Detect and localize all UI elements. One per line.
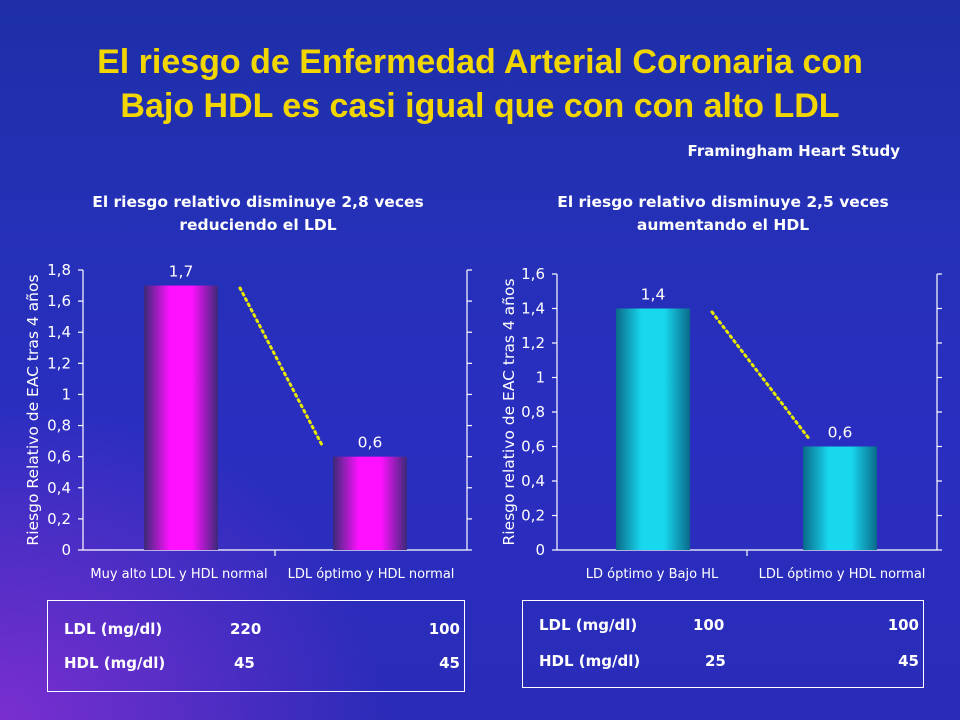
y-tick-label: 0,4 — [47, 479, 71, 497]
trend-line — [710, 310, 812, 442]
y-tick-label: 1,2 — [521, 334, 545, 352]
lipid-table-right: LDL (mg/dl) 100 100 HDL (mg/dl) 25 45 — [522, 600, 924, 688]
category-label: LDL óptimo y HDL normal — [288, 567, 455, 582]
y-tick-label: 1,8 — [47, 261, 71, 279]
y-tick-label: 0,6 — [47, 448, 71, 466]
y-tick-label: 1,4 — [521, 300, 545, 318]
y-tick-label: 1 — [61, 385, 71, 403]
bar — [616, 308, 690, 550]
chart-2-subtitle-line-2: aumentando el HDL — [636, 216, 810, 234]
y-tick-label: 0 — [61, 541, 71, 559]
y-tick-label: 0 — [535, 541, 545, 559]
title-line-1: El riesgo de Enfermedad Arterial Coronar… — [97, 43, 863, 81]
y-tick-label: 1,2 — [47, 354, 71, 372]
bar — [333, 456, 407, 550]
y-tick-label: 1,6 — [47, 292, 71, 310]
cell-value: 100 — [887, 616, 919, 634]
y-tick-label: 0,2 — [521, 507, 545, 525]
category-label: LD óptimo y Bajo HL — [586, 567, 719, 582]
bar — [803, 446, 877, 550]
y-tick-label: 0,4 — [521, 472, 545, 490]
y-tick-label: 1,4 — [47, 323, 71, 341]
bar — [144, 285, 218, 550]
chart-1-subtitle: El riesgo relativo disminuye 2,8 veces r… — [40, 191, 476, 237]
row-label: HDL (mg/dl) — [64, 654, 166, 672]
source-label: Framingham Heart Study — [687, 142, 900, 160]
category-label: Muy alto LDL y HDL normal — [90, 567, 267, 582]
row-label: LDL (mg/dl) — [64, 620, 163, 638]
data-label: 1,4 — [641, 286, 666, 304]
title-line-2: Bajo HDL es casi igual que con con alto … — [120, 87, 840, 125]
data-label: 0,6 — [358, 434, 383, 452]
category-label: LDL óptimo y HDL normal — [759, 567, 926, 582]
lipid-table-left: LDL (mg/dl) 220 100 HDL (mg/dl) 45 45 — [47, 600, 465, 692]
row-label: LDL (mg/dl) — [539, 616, 638, 634]
trend-line — [238, 286, 325, 449]
cell-value: 220 — [230, 620, 262, 638]
y-axis-label: Riesgo relativo de EAC tras 4 años — [500, 278, 518, 545]
chart-1-subtitle-line-1: El riesgo relativo disminuye 2,8 veces — [92, 193, 424, 211]
y-tick-label: 0,8 — [521, 403, 545, 421]
cell-value: 45 — [439, 654, 460, 672]
y-tick-label: 1 — [535, 369, 545, 387]
y-tick-label: 0,6 — [521, 438, 545, 456]
row-label: HDL (mg/dl) — [539, 652, 641, 670]
cell-value: 25 — [705, 652, 726, 670]
cell-value: 45 — [898, 652, 919, 670]
chart-2-subtitle-line-1: El riesgo relativo disminuye 2,5 veces — [557, 193, 889, 211]
y-tick-label: 0,2 — [47, 510, 71, 528]
cell-value: 100 — [693, 616, 725, 634]
y-tick-label: 0,8 — [47, 417, 71, 435]
cell-value: 45 — [234, 654, 255, 672]
chart-2-subtitle: El riesgo relativo disminuye 2,5 veces a… — [508, 191, 938, 237]
data-label: 0,6 — [828, 424, 853, 442]
y-tick-label: 1,6 — [521, 265, 545, 283]
chart-1-subtitle-line-2: reduciendo el LDL — [179, 216, 337, 234]
cell-value: 100 — [428, 620, 460, 638]
slide-title: El riesgo de Enfermedad Arterial Coronar… — [0, 40, 960, 128]
y-axis-label: Riesgo Relativo de EAC tras 4 años — [24, 274, 42, 545]
data-label: 1,7 — [169, 263, 194, 281]
